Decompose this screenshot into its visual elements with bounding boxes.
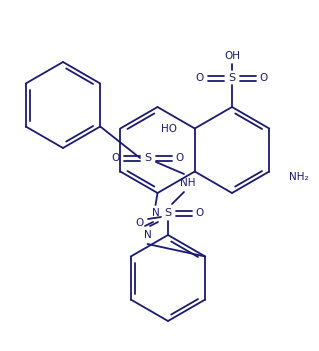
Text: S: S xyxy=(228,73,235,83)
Text: OH: OH xyxy=(224,51,240,61)
Text: NH: NH xyxy=(180,178,196,188)
Text: S: S xyxy=(164,208,172,218)
Text: O: O xyxy=(196,208,204,218)
Text: N: N xyxy=(144,230,152,240)
Text: O: O xyxy=(112,153,120,163)
Text: S: S xyxy=(145,153,152,163)
Text: O: O xyxy=(136,218,144,228)
Text: O: O xyxy=(176,153,184,163)
Text: N: N xyxy=(152,208,160,218)
Text: O: O xyxy=(196,73,204,83)
Text: O: O xyxy=(260,73,268,83)
Text: NH₂: NH₂ xyxy=(289,172,309,181)
Text: HO: HO xyxy=(161,124,177,133)
